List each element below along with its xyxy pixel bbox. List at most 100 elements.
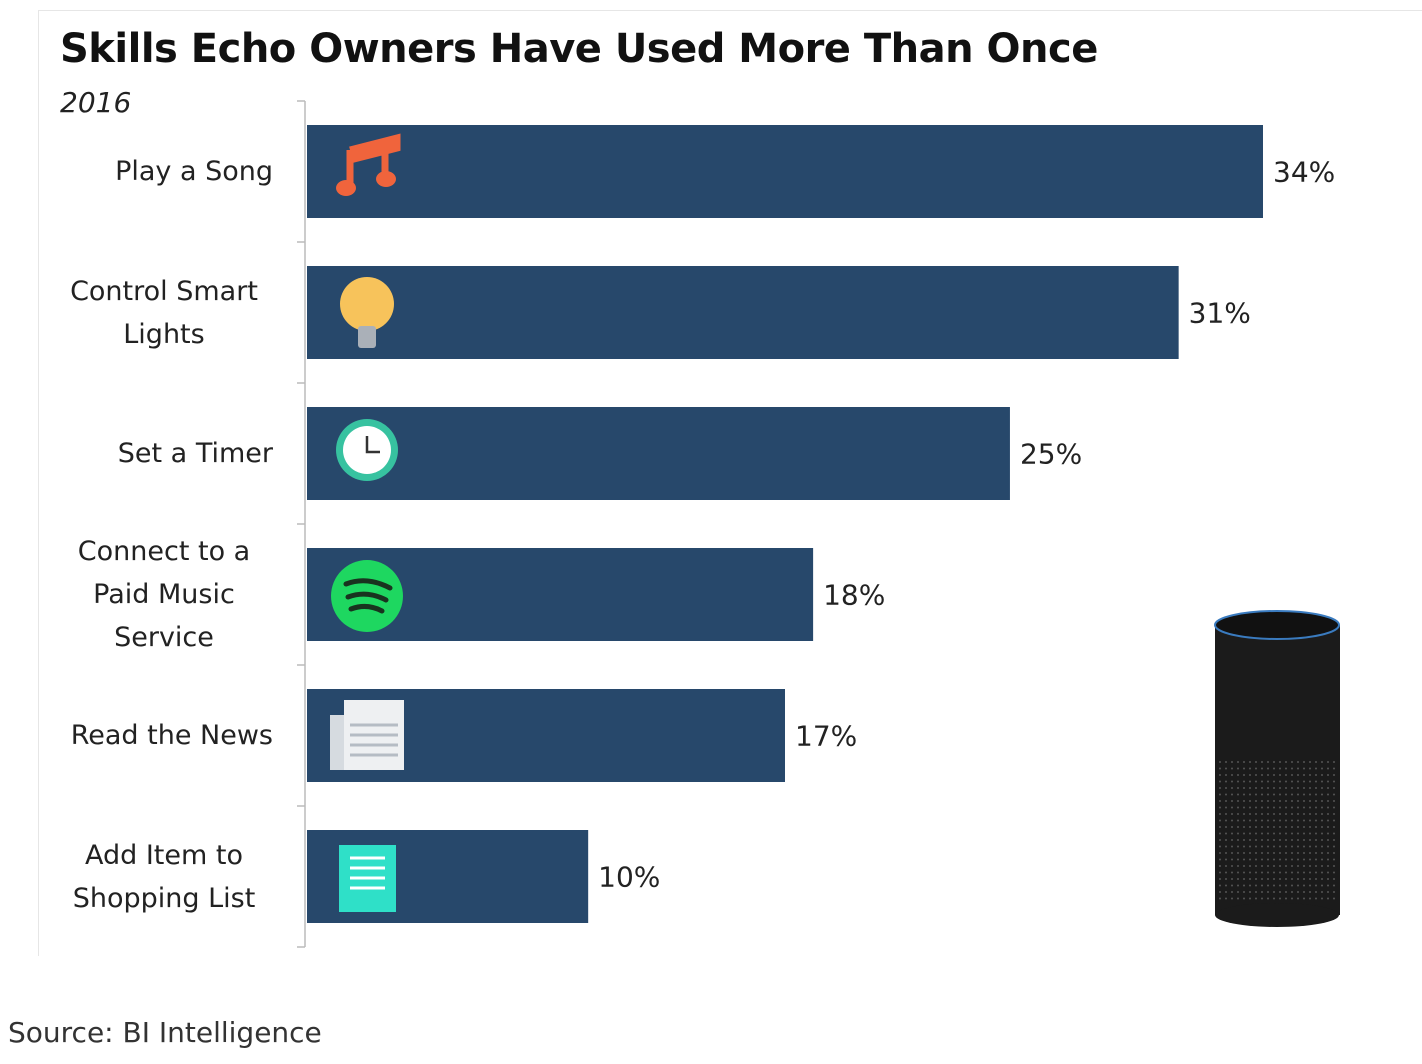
echo-dot [1255,806,1257,809]
echo-dot [1219,884,1221,887]
echo-dot [1321,884,1323,887]
echo-dot [1261,878,1263,880]
echo-dot [1327,767,1329,770]
echo-dot [1237,839,1239,841]
echo-dot [1255,871,1257,874]
echo-dot [1243,826,1245,828]
echo-dot [1327,852,1329,854]
echo-dot [1291,858,1293,861]
echo-dot [1231,865,1233,867]
echo-dot [1291,819,1293,822]
echo-dot [1267,800,1269,802]
echo-dot [1225,865,1227,867]
echo-dot [1327,858,1329,861]
echo-dot [1297,852,1299,854]
echo-dot [1273,897,1275,900]
echo-dot [1315,774,1317,776]
echo-dot [1333,832,1335,835]
category-label: Control Smart Lights [70,275,258,350]
echo-dot [1219,878,1221,880]
echo-dot [1327,806,1329,809]
echo-dot [1291,761,1293,763]
echo-dot [1291,787,1293,789]
echo-dot [1219,774,1221,776]
category-label-box: Add Item to Shopping List [55,834,273,920]
echo-dot [1327,878,1329,880]
echo-dot [1255,858,1257,861]
echo-dot [1273,780,1275,783]
echo-dot [1297,839,1299,841]
echo-dot [1315,819,1317,822]
echo-dot [1237,806,1239,809]
echo-dot [1279,767,1281,770]
echo-dot [1237,852,1239,854]
echo-dot [1315,871,1317,874]
echo-dot [1243,787,1245,789]
echo-dot [1291,793,1293,796]
echo-dot [1273,819,1275,822]
icon-bulb [358,326,376,348]
echo-dot [1273,761,1275,763]
echo-dot [1225,852,1227,854]
echo-dot [1243,865,1245,867]
echo-dot [1321,800,1323,802]
echo-dot [1267,793,1269,796]
echo-dot [1231,891,1233,893]
echo-dot [1291,806,1293,809]
echo-dot [1273,832,1275,835]
echo-dot [1273,767,1275,770]
echo-dot [1285,865,1287,867]
echo-dot [1297,826,1299,828]
echo-dot [1285,761,1287,763]
echo-dot [1321,813,1323,815]
echo-dot [1261,787,1263,789]
echo-dot [1231,878,1233,880]
echo-dot [1237,871,1239,874]
echo-dot [1279,832,1281,835]
echo-dot [1219,839,1221,841]
echo-dot [1297,787,1299,789]
echo-dot [1219,787,1221,789]
echo-dot [1327,839,1329,841]
echo-dot [1285,871,1287,874]
echo-dot [1285,839,1287,841]
echo-dot [1255,826,1257,828]
echo-dot [1225,793,1227,796]
echo-dot [1273,839,1275,841]
echo-dot [1273,891,1275,893]
echo-dot [1333,858,1335,861]
echo-dot [1285,806,1287,809]
chart-title: Skills Echo Owners Have Used More Than O… [60,26,1098,72]
echo-dot [1267,878,1269,880]
echo-dot [1261,767,1263,770]
echo-dot [1297,871,1299,874]
echo-dot [1279,774,1281,776]
echo-dot [1225,839,1227,841]
echo-dot [1291,884,1293,887]
echo-dot [1255,878,1257,880]
echo-dot [1261,891,1263,893]
echo-dot [1225,826,1227,828]
echo-dot [1267,780,1269,783]
echo-dot [1219,897,1221,900]
echo-dot [1231,774,1233,776]
echo-dot [1303,891,1305,893]
echo-dot [1243,878,1245,880]
echo-dot [1237,767,1239,770]
echo-dot [1279,871,1281,874]
echo-dot [1321,806,1323,809]
chart: 34% 31% 25% 18% 17% 10% [297,100,1340,948]
echo-dot [1249,780,1251,783]
echo-dot [1237,832,1239,835]
echo-device [1214,610,1340,927]
echo-dot [1255,839,1257,841]
echo-dot [1303,787,1305,789]
echo-dot [1249,891,1251,893]
echo-dot [1321,826,1323,828]
echo-dot [1243,871,1245,874]
echo-dot [1261,774,1263,776]
echo-dot [1303,780,1305,783]
echo-dot [1321,819,1323,822]
echo-dot [1315,780,1317,783]
